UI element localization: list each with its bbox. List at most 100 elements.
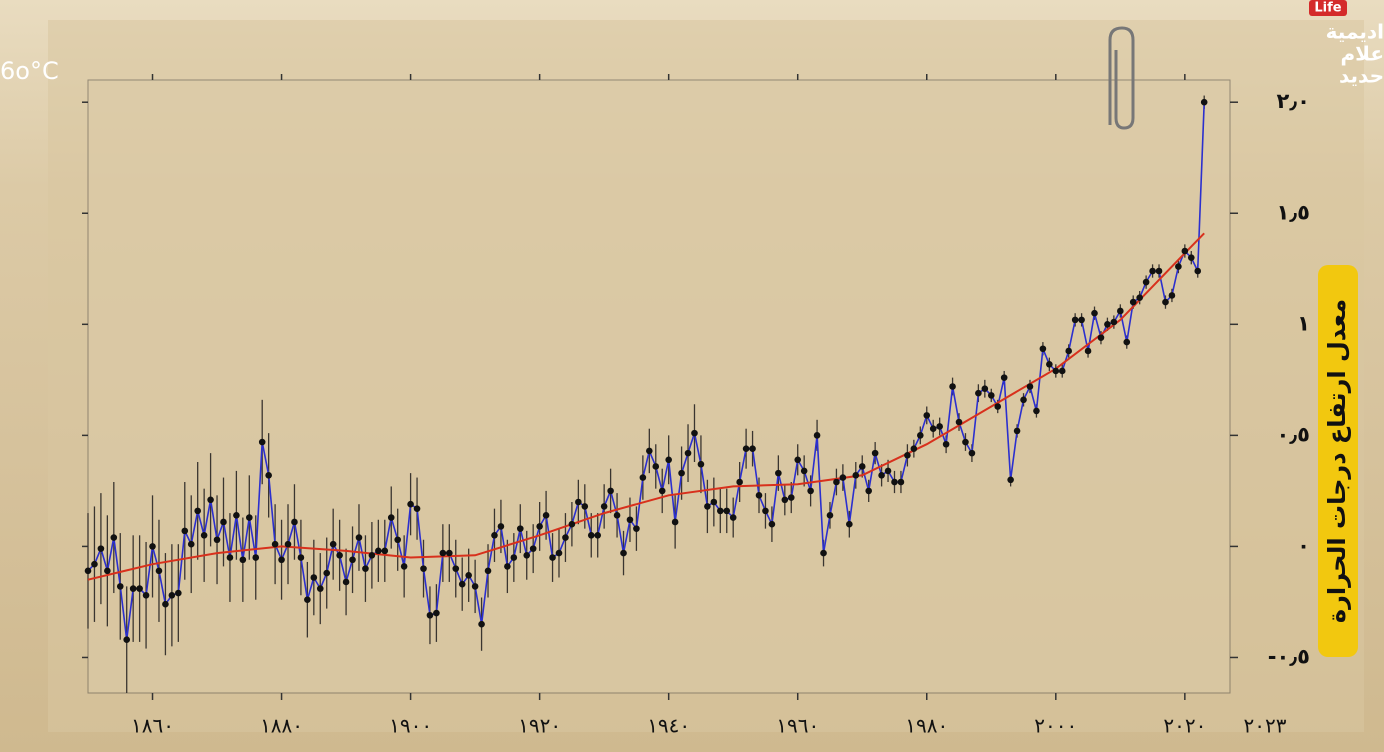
data-point [497, 523, 505, 530]
data-point [91, 560, 98, 568]
data-point [433, 609, 440, 617]
data-point [213, 536, 221, 544]
data-point [620, 549, 627, 557]
data-point [439, 549, 447, 557]
data-point [1168, 292, 1176, 299]
data-point [271, 540, 279, 548]
data-point [129, 585, 137, 592]
data-point [136, 585, 143, 592]
data-point [1078, 316, 1085, 324]
data-point [226, 554, 234, 561]
data-point [426, 611, 434, 619]
data-point [1142, 278, 1150, 286]
data-point [594, 532, 602, 539]
data-point [297, 554, 305, 561]
data-point [794, 456, 802, 464]
data-point [1026, 383, 1034, 390]
data-point [168, 591, 176, 599]
data-point [852, 472, 860, 479]
data-point [1187, 254, 1195, 261]
data-point [1071, 316, 1079, 324]
data-point [104, 567, 111, 575]
x-tick-label: ١٩٨٠ [905, 714, 948, 738]
data-point [600, 503, 608, 510]
data-point [942, 440, 950, 448]
paperclip [1108, 26, 1135, 130]
data-point [1162, 298, 1169, 306]
data-point [742, 445, 750, 452]
data-point [891, 478, 898, 486]
data-point [471, 583, 479, 590]
data-point [316, 585, 324, 592]
data-point [123, 636, 131, 643]
data-point [1020, 396, 1027, 404]
x-tick-label: ١٩٢٠ [518, 714, 561, 738]
data-point [523, 551, 531, 559]
data-point [936, 423, 943, 430]
data-point [342, 578, 350, 586]
data-point [613, 512, 621, 519]
data-point [1110, 318, 1118, 326]
data-point [923, 412, 931, 419]
data-point [716, 507, 724, 515]
data-line [87, 102, 1205, 640]
data-point [420, 565, 427, 572]
data-point [626, 516, 634, 524]
data-point [142, 591, 150, 599]
data-point [478, 620, 485, 628]
data-point [1091, 309, 1098, 317]
data-point [265, 472, 272, 479]
data-point [149, 543, 156, 550]
data-point [175, 589, 182, 597]
data-point [897, 478, 905, 486]
data-point [723, 507, 731, 515]
data-point [562, 534, 569, 541]
data-point [381, 547, 389, 555]
data-point [1013, 427, 1021, 435]
data-point [1104, 321, 1111, 328]
y-tick-label: ٠٫٥ [1277, 422, 1310, 446]
data-point [665, 456, 672, 464]
x-tick-label: ١٨٨٠ [260, 714, 303, 738]
data-point [549, 554, 556, 561]
data-point [1149, 267, 1156, 275]
data-point [904, 452, 911, 459]
data-point [652, 463, 660, 470]
data-point [658, 487, 666, 495]
data-point [581, 503, 589, 510]
data-point [162, 600, 169, 608]
data-point [781, 496, 789, 504]
data-point [1046, 360, 1053, 368]
data-point [484, 567, 492, 575]
data-point [1052, 367, 1060, 375]
logo-badge [1309, 0, 1347, 16]
x-tick-label: ٢٠٠٠ [1034, 714, 1077, 738]
data-point [807, 487, 814, 495]
data-point [994, 403, 1002, 410]
x-tick-label: ١٩٠٠ [389, 714, 432, 738]
data-point [336, 551, 343, 559]
data-point [975, 389, 982, 397]
logo-text: حديد [1339, 64, 1384, 88]
data-point [329, 540, 337, 548]
data-point [813, 432, 821, 439]
data-point [826, 512, 834, 519]
data-point [465, 571, 472, 579]
data-point [846, 520, 853, 528]
data-point [684, 449, 692, 457]
logo-text: اديمية [1326, 20, 1384, 44]
data-point [1136, 294, 1143, 301]
data-point [220, 518, 227, 526]
ylabel-highlight [1318, 265, 1358, 657]
data-point [729, 514, 737, 521]
data-point [955, 418, 963, 426]
data-point [1175, 263, 1182, 270]
data-point [787, 494, 795, 501]
data-point [820, 549, 827, 557]
data-point [187, 540, 195, 548]
data-point [1194, 267, 1202, 275]
data-point [1097, 334, 1105, 341]
data-point [1155, 267, 1163, 275]
logo-badge-text: Life [1314, 1, 1341, 16]
